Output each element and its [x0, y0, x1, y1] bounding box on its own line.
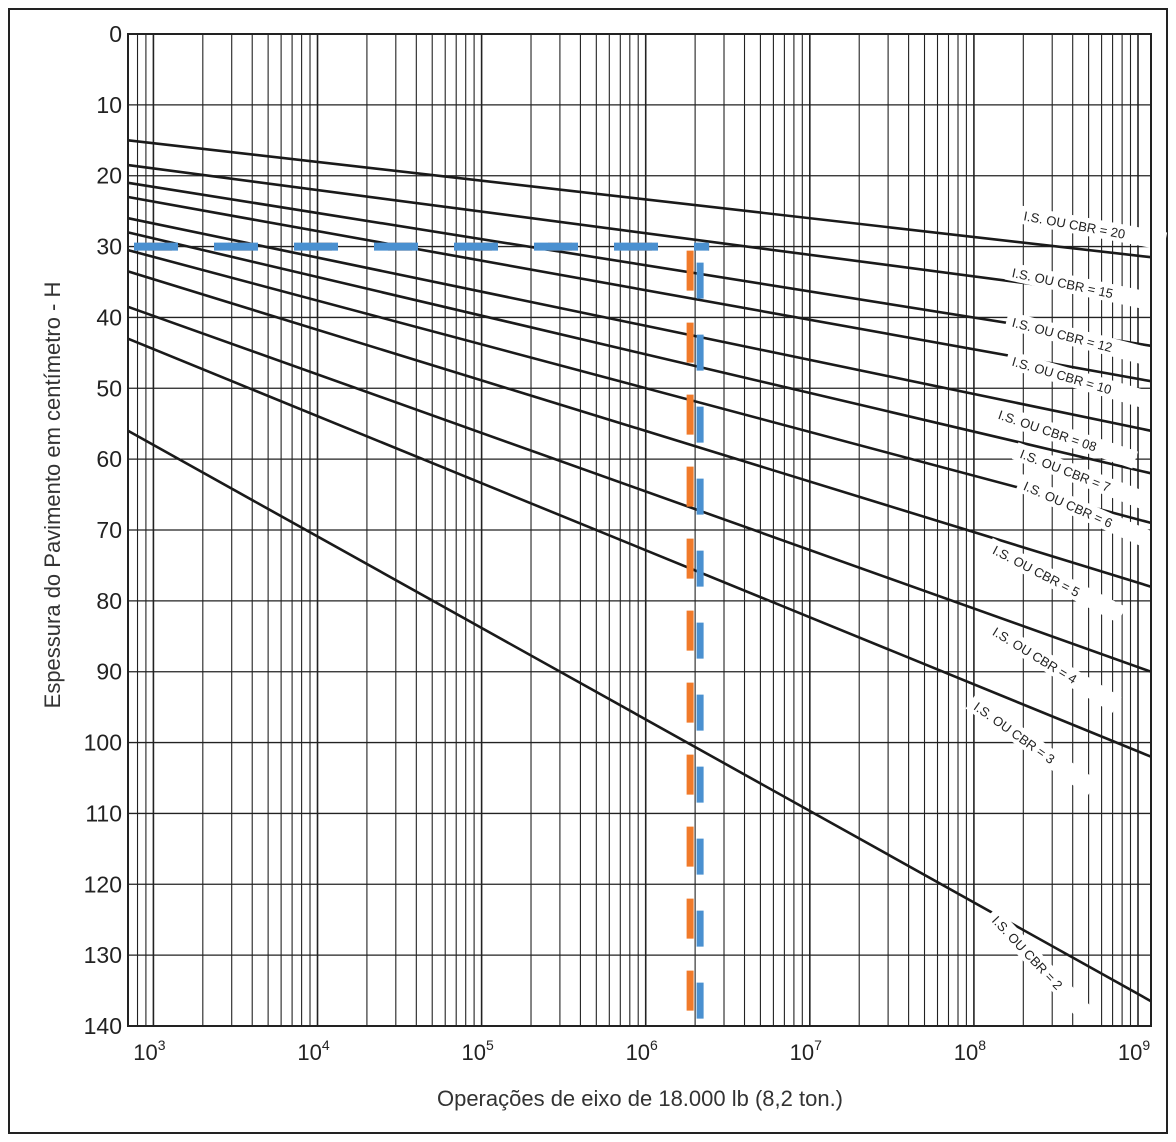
curve-labels: I.S. OU CBR = 20 I.S. OU CBR = 15 I.S. OU … [965, 205, 1168, 1029]
curve-label-bg [965, 693, 1099, 796]
y-tick-label: 20 [96, 163, 122, 189]
cbr-line-1 [127, 163, 1152, 301]
cbr-line-3 [127, 195, 1152, 383]
curve-label-bg [984, 907, 1101, 1029]
x-tick-label: 104 [297, 1037, 329, 1065]
y-axis-title: Espessura do Pavimento em centímetro - H [40, 282, 65, 709]
x-tick-label: 106 [626, 1037, 658, 1065]
curve-label-text: I.S. OU CBR = 4 [990, 624, 1080, 687]
curve-label-bg [1004, 311, 1155, 367]
x-tick-label: 107 [790, 1037, 822, 1065]
y-tick-label: 50 [96, 375, 122, 401]
cbr-line-8 [127, 305, 1152, 673]
curve-label-bg [990, 403, 1139, 469]
curve-label-group: I.S. OU CBR = 15 [1004, 261, 1156, 311]
curve-label-text: I.S. OU CBR = 20 [1022, 208, 1126, 241]
curve-label-text: I.S. OU CBR = 2 [989, 913, 1066, 993]
outer-frame [8, 8, 1168, 1134]
cbr-line-4 [127, 216, 1152, 433]
x-tick-exponent: 6 [650, 1037, 658, 1053]
y-tick-label: 140 [84, 1013, 122, 1039]
x-tick-label: 108 [954, 1037, 986, 1065]
plot-frame [127, 33, 1152, 1027]
x-tick-exponent: 9 [1142, 1037, 1150, 1053]
cbr-line-7 [127, 270, 1152, 588]
curve-label-bg [1015, 474, 1160, 552]
curve-label-bg [1004, 350, 1154, 410]
axis-ticks: 0 10 20 30 40 50 60 70 80 90 100 110 120 130 140 103 104… [84, 21, 1151, 1065]
cbr-line-9 [127, 337, 1152, 758]
y-tick-label: 110 [85, 800, 122, 826]
y-tick-label: 130 [84, 942, 122, 968]
cbr-curves [127, 139, 1152, 1003]
curve-label-bg [1011, 442, 1159, 514]
cbr-line-5 [127, 231, 1152, 475]
curve-label-group: I.S. OU CBR = 2 [984, 907, 1101, 1029]
curve-label-text: I.S. OU CBR = 10 [1010, 354, 1113, 397]
x-tick-exponent: 5 [486, 1037, 494, 1053]
y-tick-label: 40 [96, 304, 122, 330]
cbr-line-10 [127, 429, 1152, 1003]
curve-label-group: I.S. OU CBR = 5 [984, 537, 1126, 623]
cbr-line-2 [127, 181, 1152, 348]
x-tick-label: 105 [461, 1037, 493, 1065]
y-tick-label: 60 [96, 446, 122, 472]
y-tick-label: 80 [96, 588, 122, 614]
y-tick-label: 0 [109, 21, 122, 47]
x-tick-label: 109 [1118, 1037, 1150, 1065]
y-tick-label: 100 [84, 730, 122, 756]
y-tick-label: 70 [96, 517, 122, 543]
x-tick-exponent: 4 [322, 1037, 330, 1053]
x-tick-label: 103 [133, 1037, 165, 1065]
curve-label-text: I.S. OU CBR = 08 [996, 407, 1098, 454]
curve-label-bg [1004, 261, 1156, 311]
curve-label-bg [984, 619, 1122, 713]
curve-label-text: I.S. OU CBR = 3 [971, 699, 1058, 767]
x-axis-title: Operações de eixo de 18.000 lb (8,2 ton.… [437, 1086, 843, 1111]
x-tick-exponent: 7 [814, 1037, 822, 1053]
cbr-line-0 [127, 139, 1152, 259]
cbr-line-6 [127, 248, 1152, 525]
y-tick-label: 120 [84, 871, 122, 897]
y-tick-label: 30 [96, 234, 122, 260]
x-tick-exponent: 8 [978, 1037, 986, 1053]
grid [127, 34, 1151, 1026]
x-tick-exponent: 3 [158, 1037, 166, 1053]
y-tick-label: 10 [96, 92, 122, 118]
y-tick-label: 90 [96, 659, 122, 685]
curve-label-bg [984, 537, 1126, 623]
reference-dashed-lines [134, 242, 710, 1020]
curve-label-bg [1016, 205, 1168, 251]
